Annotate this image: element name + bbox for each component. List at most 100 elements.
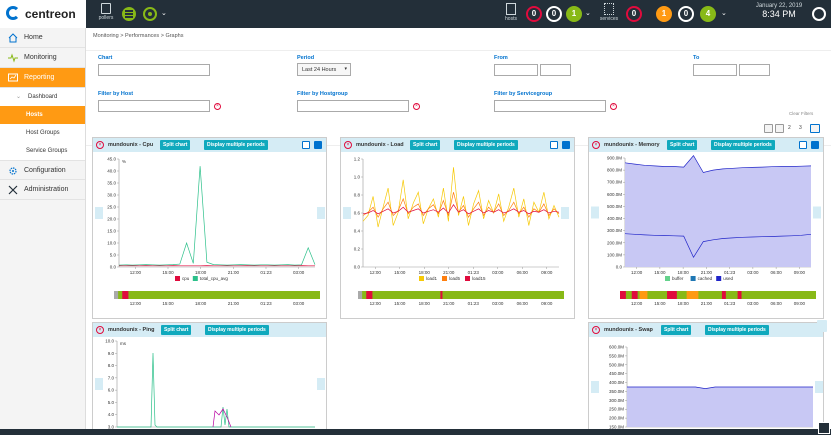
close-icon[interactable]: × [344,141,352,149]
y-tick-label: 1.2 [354,157,361,162]
sidebar-item-home[interactable]: Home [0,28,85,48]
database-icon[interactable] [122,7,136,21]
split-chart-button[interactable]: Split chart [667,140,698,150]
graph-panel-swap: × mundounix - Swap Split chart Display m… [588,322,824,432]
top-bar: centreon pollers ⌄ hosts 0 0 1 ⌄ service… [0,0,831,28]
availability-bar [358,291,564,299]
prev-period-icon [591,381,599,393]
fullscreen-icon[interactable] [818,422,830,434]
latency-icon[interactable] [143,7,157,21]
tools-icon [8,185,18,195]
x-tick-label: 21:00 [228,270,240,275]
split-chart-button[interactable]: Split chart [410,140,441,150]
from-date-input[interactable] [494,64,538,76]
chart-input[interactable] [98,64,210,76]
x-tick-label: 06:00 [770,270,782,275]
sidebar-sub-host-groups[interactable]: Host Groups [0,124,85,142]
series-line-total_cpu_avg [118,166,316,266]
csv-export-icon[interactable] [550,141,558,149]
csv-export-icon[interactable] [799,141,807,149]
y-tick-label: 5.0 [108,400,115,405]
servicegroup-filter-input[interactable] [494,100,606,112]
timeline-tick-label: 12:00 [130,301,142,306]
chevron-down-icon: ⌄ [16,94,22,100]
column-3-button[interactable]: 3 [799,125,802,131]
services-warning-count[interactable]: 1 [656,6,672,22]
sidebar-footer [0,429,86,435]
services-ok-count[interactable]: 4 [700,6,716,22]
sidebar-item-administration[interactable]: Administration [0,180,85,200]
sidebar-sub-dashboard[interactable]: ⌄ Dashboard [0,88,85,106]
caret-down-icon: ▾ [344,66,347,72]
hosts-down-count[interactable]: 0 [526,6,542,22]
user-icon[interactable] [812,7,826,21]
poller-status[interactable]: pollers [95,3,117,21]
multiple-periods-button[interactable]: Display multiple periods [454,140,518,150]
x-tick-label: 15:00 [394,270,406,275]
legend-label-cpu: cpu [182,276,190,281]
split-chart-button[interactable]: Split chart [661,325,692,335]
clear-filters-link[interactable]: Clear Filters [789,111,814,116]
from-time-input[interactable] [540,64,571,76]
hosts-up-count[interactable]: 1 [566,6,582,22]
sidebar-item-configuration[interactable]: Configuration [0,160,85,180]
scroll-right-icon[interactable] [817,320,827,332]
close-icon[interactable]: × [592,141,600,149]
chevron-down-icon[interactable]: ⌄ [721,10,727,17]
multiple-periods-button[interactable]: Display multiple periods [204,140,268,150]
clear-host-icon[interactable]: × [214,103,221,110]
multiple-periods-button[interactable]: Display multiple periods [711,140,775,150]
period-select[interactable]: Last 24 Hours ▾ [297,63,351,76]
image-export-icon[interactable] [811,141,819,149]
y-tick-label: 8.0 [108,363,115,368]
y-tick-label: 200.0M [609,416,624,421]
host-filter-input[interactable] [98,100,210,112]
image-export-icon[interactable] [562,141,570,149]
split-chart-button[interactable]: Split chart [161,325,192,335]
y-tick-label: 0.6 [354,211,361,216]
play-icon[interactable] [775,124,784,133]
series-line-used [627,386,813,389]
sidebar-sub-hosts[interactable]: Hosts [0,106,85,124]
multiple-periods-button[interactable]: Display multiple periods [205,325,269,335]
chevron-down-icon[interactable]: ⌄ [161,10,167,17]
x-tick-label: 12:00 [631,270,643,275]
split-chart-button[interactable]: Split chart [160,140,191,150]
graph-panel-load: × mundounix - Load Split chart Display m… [340,137,575,319]
services-status[interactable]: services [598,3,620,22]
next-period-icon [317,207,325,219]
column-layout-icon[interactable] [810,124,820,133]
breadcrumb[interactable]: Monitoring > Performances > Graphs [93,33,184,39]
sidebar-item-reporting[interactable]: Reporting [0,68,85,88]
close-icon[interactable]: × [96,326,104,334]
to-time-input[interactable] [739,64,770,76]
x-tick-label: 12:00 [370,270,382,275]
y-tick-label: 900.0M [607,156,622,161]
prev-period-icon [591,206,599,219]
column-2-button[interactable]: 2 [788,125,791,131]
timeline-tick-label: 03:00 [747,301,759,306]
refresh-icon[interactable] [764,124,773,133]
graph-panel-cpu: × mundounix - Cpu Split chart Display mu… [92,137,327,319]
close-icon[interactable]: × [96,141,104,149]
clear-servicegroup-icon[interactable]: × [610,103,617,110]
next-period-icon [813,206,821,219]
services-critical-count[interactable]: 0 [626,6,642,22]
hostgroup-filter-input[interactable] [297,100,409,112]
brand-logo[interactable]: centreon [0,0,86,28]
y-axis-unit: % [122,159,126,164]
hosts-unreachable-count[interactable]: 0 [546,6,562,22]
to-date-input[interactable] [693,64,737,76]
chevron-down-icon[interactable]: ⌄ [585,10,591,17]
sidebar-item-monitoring[interactable]: Monitoring [0,48,85,68]
image-export-icon[interactable] [314,141,322,149]
sidebar-sub-service-groups[interactable]: Service Groups [0,142,85,160]
services-unknown-count[interactable]: 0 [678,6,694,22]
csv-export-icon[interactable] [302,141,310,149]
hosts-status[interactable]: hosts [503,3,519,22]
centreon-logo-icon [6,6,20,20]
multiple-periods-button[interactable]: Display multiple periods [705,325,769,335]
close-icon[interactable]: × [592,326,600,334]
sidebar-item-label: Monitoring [24,54,57,61]
clear-hostgroup-icon[interactable]: × [413,103,420,110]
